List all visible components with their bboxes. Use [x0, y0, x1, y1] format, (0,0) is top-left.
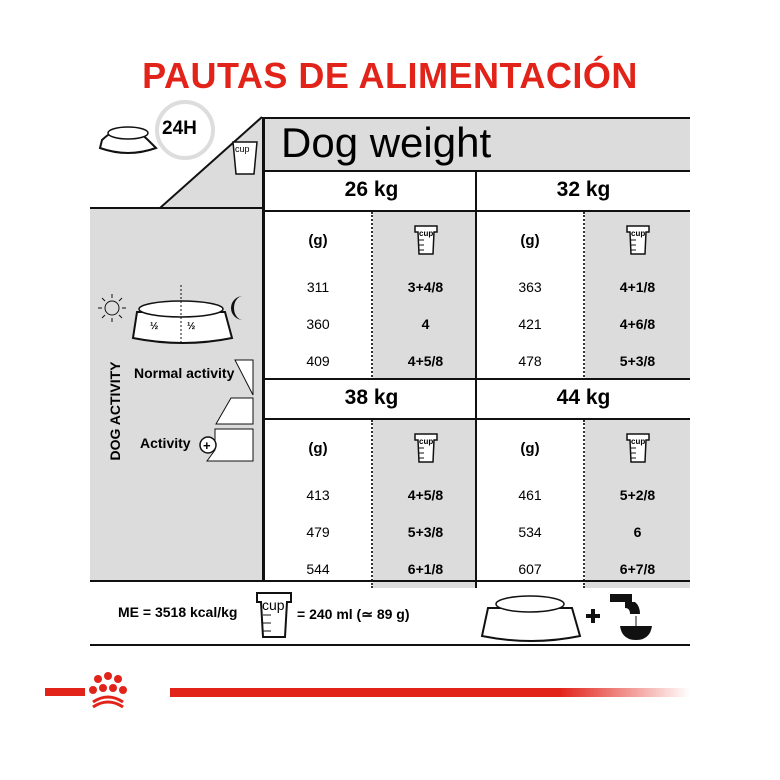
grams-value: 409 [306, 353, 330, 369]
cups-value: 5+3/8 [619, 353, 656, 369]
cup-icon: cup [625, 225, 650, 255]
grams-value: 479 [306, 524, 330, 540]
plus-circle-icon: + [199, 436, 217, 454]
cup-icon: cup [413, 433, 438, 463]
cup-icon: cup [625, 433, 650, 463]
grams-unit: (g) [308, 440, 328, 457]
cups-value: 3+4/8 [407, 279, 444, 295]
sun-icon [98, 294, 126, 322]
svg-text:cup: cup [235, 144, 250, 154]
grams-unit: (g) [520, 440, 540, 457]
normal-activity-label: Normal activity [134, 365, 235, 381]
dog-activity-label: DOG ACTIVITY [107, 361, 123, 461]
svg-text:cup: cup [419, 229, 433, 238]
grams-unit: (g) [308, 232, 328, 249]
plus-icon [586, 609, 600, 623]
grams-value: 534 [518, 524, 542, 540]
cup-icon: cup [232, 141, 258, 175]
royal-canin-crown-logo [45, 672, 127, 709]
cups-value: 5+3/8 [407, 524, 444, 540]
weight-heading: 44 kg [477, 378, 690, 420]
activity-graphic: + [98, 285, 254, 462]
period-label: 24H [162, 118, 197, 139]
cups-value: 4+5/8 [407, 353, 444, 369]
split-evening: ½ [187, 321, 196, 332]
weight-block: 26 kg (g) 311 360 409 cup 3+4/8 4 4+5/8 [265, 170, 478, 380]
cup-icon: cup [256, 592, 292, 638]
cups-value: 4+6/8 [619, 316, 656, 332]
food-bowl-icon [480, 595, 582, 642]
header-corner: cup [98, 100, 263, 209]
svg-text:+: + [203, 438, 211, 453]
weight-block: 44 kg (g) 461 534 607 cup 5+2/8 6 6+7/8 [475, 378, 690, 588]
grams-value: 478 [518, 353, 542, 369]
cups-value: 6+7/8 [619, 561, 656, 577]
cups-value: 6 [633, 524, 642, 540]
cup-icon: cup [413, 225, 438, 255]
weight-block: 38 kg (g) 413 479 544 cup 4+5/8 5+3/8 6+1/8 [265, 378, 478, 588]
cups-value: 4+5/8 [407, 487, 444, 503]
svg-text:cup: cup [419, 437, 433, 446]
grams-value: 421 [518, 316, 542, 332]
clock-icon [155, 100, 215, 160]
moon-icon [231, 296, 243, 320]
divider [262, 117, 265, 582]
svg-text:cup: cup [631, 229, 645, 238]
cups-value: 4+1/8 [619, 279, 656, 295]
dog-weight-header: Dog weight [262, 117, 690, 170]
cups-value: 4 [421, 316, 430, 332]
split-morning: ½ [150, 321, 159, 332]
page-title: PAUTAS DE ALIMENTACIÓN [142, 55, 638, 96]
grams-value: 607 [518, 561, 542, 577]
cups-value: 5+2/8 [619, 487, 656, 503]
grams-value: 413 [306, 487, 330, 503]
cup-equivalent: = 240 ml (≃ 89 g) [297, 606, 410, 622]
weight-heading: 38 kg [265, 378, 478, 420]
activity-panel [90, 208, 262, 580]
weight-heading: 32 kg [477, 170, 690, 212]
food-bowl-icon [131, 285, 234, 344]
weight-block: 32 kg (g) 363 421 478 cup 4+1/8 4+6/8 5+3/8 [475, 170, 690, 380]
svg-text:cup: cup [631, 437, 645, 446]
grams-value: 461 [518, 487, 542, 503]
food-bowl-icon [98, 126, 158, 154]
divider [90, 207, 262, 209]
grams-unit: (g) [520, 232, 540, 249]
grams-value: 363 [518, 279, 542, 295]
grams-value: 544 [306, 561, 330, 577]
bowl-plus-water [480, 594, 652, 642]
water-tap-icon [610, 594, 652, 640]
svg-text:cup: cup [262, 597, 285, 613]
brand-bar [170, 688, 690, 697]
footer-strip [90, 580, 690, 646]
energy-label: ME = 3518 kcal/kg [118, 604, 238, 620]
weight-heading: 26 kg [265, 170, 478, 212]
high-activity-label: Activity [140, 435, 191, 451]
cups-value: 6+1/8 [407, 561, 444, 577]
grams-value: 311 [306, 279, 330, 295]
grams-value: 360 [306, 316, 330, 332]
